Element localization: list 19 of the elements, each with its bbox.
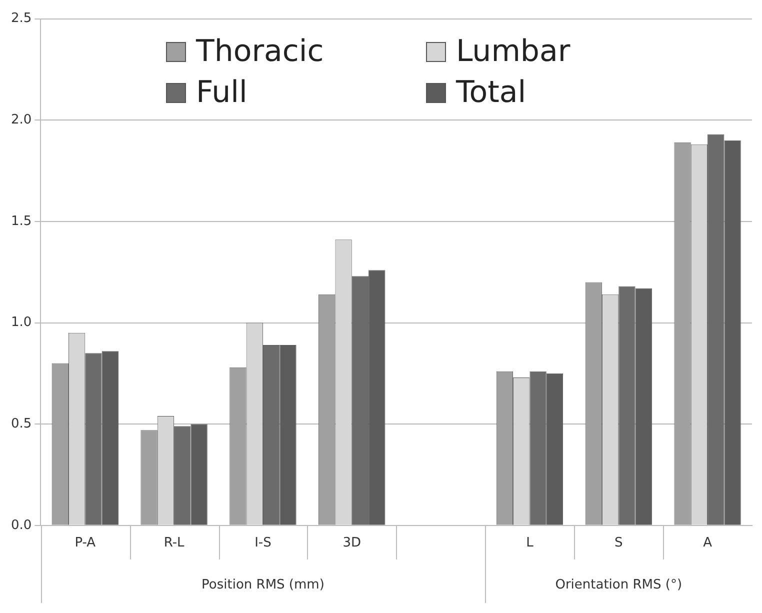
x-tick-label: S <box>614 536 623 551</box>
y-tick-label: 1.0 <box>10 315 32 330</box>
x-tick-label: P-A <box>74 536 96 551</box>
x-tick-label: R-L <box>164 536 186 551</box>
x-tick-label: A <box>703 536 712 551</box>
y-tick-label: 0.0 <box>10 518 32 533</box>
legend-label: Total <box>456 75 526 110</box>
x-tick-label: I-S <box>254 536 272 551</box>
text: Orientation RMS (°) <box>555 577 682 592</box>
y-tick-label: 2.5 <box>10 11 32 26</box>
legend-label: Thoracic <box>196 34 324 69</box>
y-tick-label: 0.5 <box>10 416 32 432</box>
x-tick-label: 3D <box>342 536 362 551</box>
text: Position RMS (mm) <box>202 577 324 592</box>
legend-label: Lumbar <box>456 34 570 69</box>
legend-label: Full <box>196 75 248 110</box>
y-tick-label: 2.0 <box>10 112 32 128</box>
x-tick-label: L <box>526 536 534 551</box>
y-tick-label: 1.5 <box>10 214 32 229</box>
